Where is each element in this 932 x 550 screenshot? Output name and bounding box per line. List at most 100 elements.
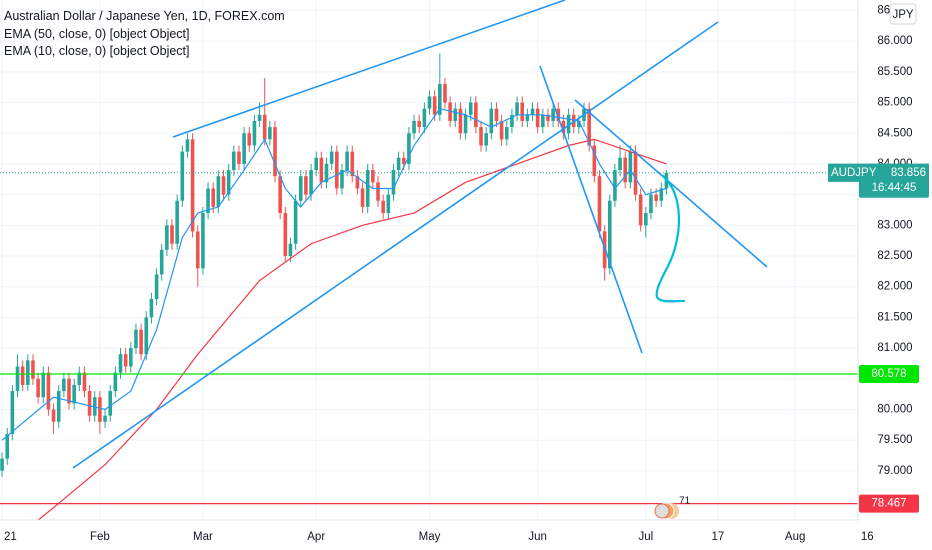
candle-body <box>649 194 653 214</box>
axes: 79.00079.50080.00080.50081.00081.50082.0… <box>4 4 929 543</box>
candle-body <box>515 102 519 115</box>
drawings <box>72 0 768 469</box>
candle-body <box>41 372 46 398</box>
candle-body <box>468 102 473 115</box>
candle-body <box>335 151 339 189</box>
candle-body <box>412 120 416 134</box>
candle-body <box>638 194 643 226</box>
candle-body <box>242 133 246 164</box>
candle-body <box>247 133 252 146</box>
candle-body <box>350 151 355 177</box>
candle-body <box>226 170 231 195</box>
price-badge-label: 80.578 <box>871 368 906 380</box>
trend-line <box>574 99 768 268</box>
candle-body <box>87 391 92 416</box>
currency-label[interactable]: JPY <box>892 9 913 21</box>
candle-body <box>134 329 138 349</box>
candle-body <box>10 391 15 435</box>
candle-body <box>46 372 51 410</box>
candle-body <box>556 108 561 121</box>
candle-body <box>443 84 447 103</box>
symbol-badge-bg <box>828 163 929 182</box>
countdown-label: 16:44:45 <box>872 182 917 194</box>
candle-body <box>51 409 56 422</box>
x-tick-label: 21 <box>4 531 17 543</box>
x-tick-label: Jun <box>528 531 547 543</box>
candle-body <box>20 366 25 385</box>
candle-body <box>257 114 262 121</box>
candle-body <box>654 194 658 201</box>
price-badge-label: 78.467 <box>871 498 906 510</box>
candle-body <box>149 298 154 318</box>
candle-body <box>113 372 118 392</box>
candle-body <box>56 391 61 422</box>
candle-body <box>391 170 396 195</box>
candle-body <box>422 108 427 128</box>
x-tick-label: 16 <box>861 531 874 543</box>
candle-body <box>211 188 216 207</box>
candle-body <box>237 151 241 164</box>
candle-body <box>262 114 267 140</box>
candle-body <box>180 151 185 201</box>
x-tick-label: May <box>419 531 441 543</box>
candle-body <box>201 213 205 269</box>
candle-body <box>103 415 107 422</box>
candle-body <box>432 96 437 115</box>
candle-body <box>36 378 40 398</box>
candle-body <box>0 458 4 471</box>
candle-body <box>283 213 288 257</box>
event-count: 71 <box>679 496 691 507</box>
candle-body <box>5 434 10 459</box>
chart-title: Australian Dollar / Japanese Yen, 1D, FO… <box>4 9 285 23</box>
candle-body <box>613 170 617 201</box>
candle-body <box>499 120 504 140</box>
candle-body <box>31 360 35 379</box>
candle-body <box>268 127 272 140</box>
candle-body <box>175 200 179 244</box>
candle-body <box>324 163 329 183</box>
candle-body <box>458 108 463 134</box>
candle-body <box>438 84 442 115</box>
trend-line <box>172 0 566 138</box>
candle-body <box>62 378 66 392</box>
candle-body <box>407 133 411 164</box>
candle-body <box>463 114 468 134</box>
candle-body <box>427 96 432 109</box>
candle-body <box>72 384 76 404</box>
candle-body <box>474 102 478 128</box>
ema-line <box>1 107 667 441</box>
ema-line <box>37 138 667 521</box>
candle-body <box>628 151 633 183</box>
candle-body <box>304 176 308 195</box>
price-axis <box>858 0 932 520</box>
trend-line <box>72 21 719 469</box>
x-tick-label: Apr <box>307 531 325 543</box>
candle-body <box>185 139 190 152</box>
candle-body <box>144 317 149 355</box>
candle-body <box>577 120 581 128</box>
y-tick-label: 80.000 <box>877 404 912 416</box>
candle-body <box>15 366 20 392</box>
candle-body <box>484 133 488 146</box>
candle-body <box>386 194 391 214</box>
y-tick-label: 85.000 <box>877 97 912 109</box>
candle-body <box>355 176 360 189</box>
x-tick-label: Aug <box>785 531 805 543</box>
candle-body <box>525 114 530 121</box>
candle-body <box>535 108 540 128</box>
price-badge <box>859 494 919 513</box>
candle-body <box>82 372 87 392</box>
currency-button[interactable] <box>889 3 917 25</box>
candle-body <box>365 170 370 207</box>
candle-body <box>319 157 324 183</box>
candle-body <box>170 225 174 244</box>
candle-body <box>221 176 226 195</box>
candle-body <box>659 188 664 201</box>
x-tick-label: Feb <box>90 531 110 543</box>
candle-body <box>530 108 535 115</box>
candle-body <box>401 157 406 164</box>
candle-body <box>108 391 113 416</box>
candle-body <box>118 354 123 373</box>
candle-body <box>195 231 200 269</box>
candle-body <box>288 243 293 257</box>
